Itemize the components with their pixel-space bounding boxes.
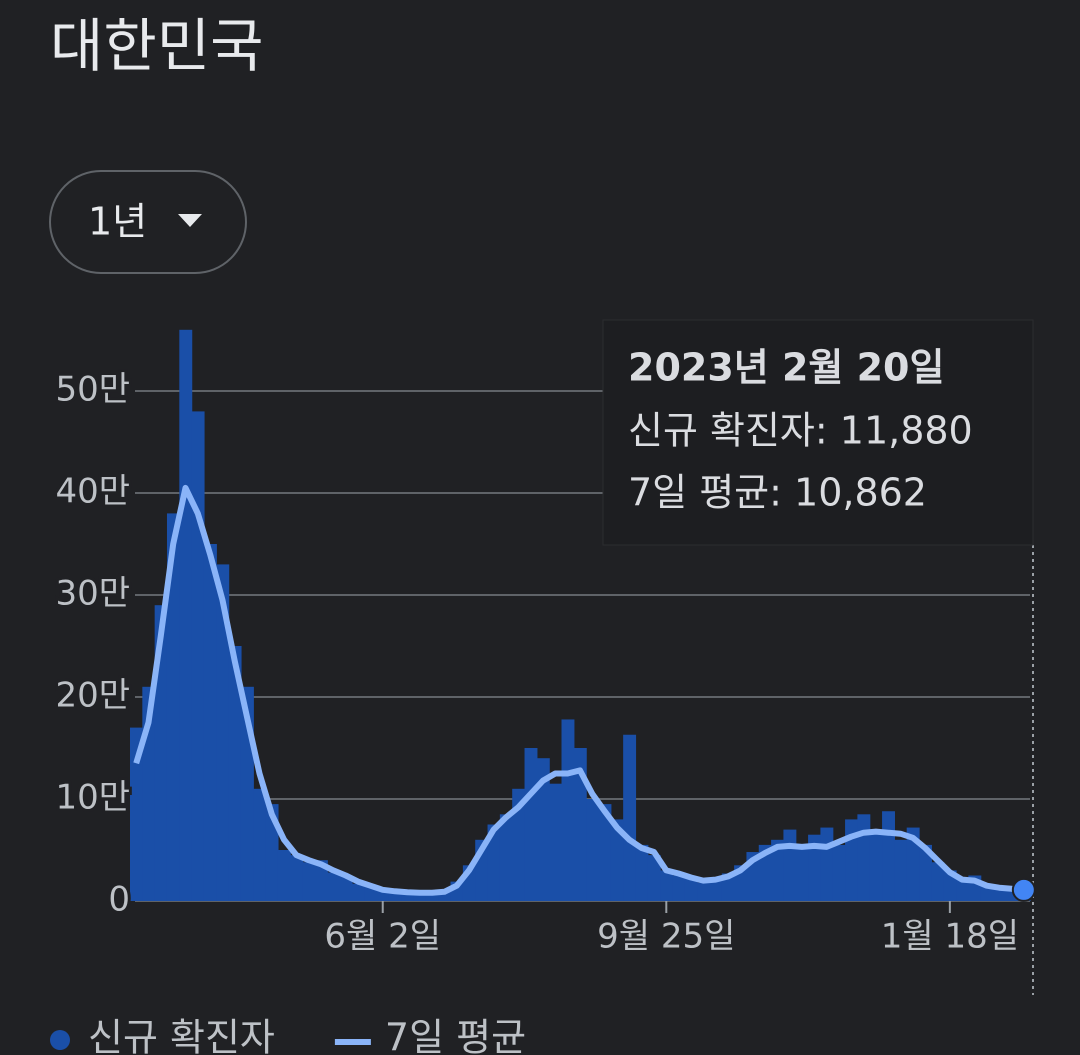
bar <box>647 855 661 901</box>
bar <box>166 513 180 901</box>
bar <box>549 783 563 901</box>
y-tick-label: 30만 <box>55 574 130 614</box>
bar <box>869 829 883 901</box>
bar <box>660 870 674 901</box>
legend-marker <box>50 1030 70 1050</box>
bar <box>339 876 353 901</box>
bar <box>993 888 1006 901</box>
bar <box>820 827 834 901</box>
bar <box>561 719 575 901</box>
bar <box>302 862 316 901</box>
bar <box>610 819 624 901</box>
bar <box>894 839 908 901</box>
bar <box>783 829 797 901</box>
y-tick-label: 20만 <box>55 676 130 716</box>
bar <box>771 839 785 901</box>
bar <box>697 882 711 901</box>
bar <box>487 824 501 901</box>
tooltip-line: 7일 평균: 10,862 <box>628 471 927 515</box>
y-tick-label: 50만 <box>55 370 130 410</box>
bar <box>956 878 969 901</box>
dropdown-arrow[interactable] <box>178 214 202 227</box>
bar <box>721 873 735 901</box>
bar <box>228 646 242 901</box>
bar <box>931 862 945 901</box>
bar <box>154 605 168 901</box>
x-tick-label: 6월 2일 <box>324 917 441 957</box>
range-dropdown[interactable] <box>49 170 247 274</box>
bar <box>857 814 871 901</box>
bar <box>845 819 858 901</box>
y-tick-label: 0 <box>108 880 130 920</box>
tooltip-line: 신규 확진자: 11,880 <box>628 409 973 453</box>
legend-label: 7일 평균 <box>385 1016 526 1055</box>
x-tick-label: 9월 25일 <box>597 917 735 957</box>
chart-title: 대한민국 <box>50 12 263 80</box>
bar <box>351 883 365 901</box>
bar <box>623 734 637 901</box>
bar <box>635 844 649 901</box>
x-tick-label: 1월 18일 <box>881 917 1019 957</box>
bar <box>943 870 957 901</box>
bar <box>277 850 291 901</box>
bar <box>832 844 846 901</box>
bar <box>808 834 822 901</box>
y-tick-label: 40만 <box>55 472 130 512</box>
bar <box>882 811 895 901</box>
bar <box>536 758 550 901</box>
average-line <box>133 484 1025 896</box>
bar <box>919 844 932 901</box>
tooltip-title: 2023년 2월 20일 <box>628 346 944 390</box>
bar <box>216 564 230 901</box>
legend-label: 신규 확진자 <box>88 1016 275 1055</box>
bar <box>401 891 415 901</box>
bar <box>672 875 686 901</box>
bar <box>906 827 920 901</box>
bar <box>573 748 587 901</box>
bar <box>524 748 538 901</box>
bar <box>203 544 217 901</box>
bar <box>425 893 439 901</box>
bar <box>795 844 809 901</box>
bar <box>499 814 513 901</box>
bar <box>253 788 267 901</box>
bar <box>709 877 723 901</box>
bar <box>586 799 600 901</box>
bar <box>512 788 526 901</box>
bar <box>413 892 427 901</box>
bar <box>314 860 328 901</box>
bar <box>388 890 402 901</box>
bar <box>290 855 304 901</box>
bar <box>179 329 193 901</box>
hover-point <box>1011 877 1036 902</box>
bar <box>598 804 612 901</box>
bar <box>438 891 452 901</box>
y-tick-label: 10만 <box>55 778 130 818</box>
bar <box>364 886 378 901</box>
bar <box>130 727 143 901</box>
tooltip <box>602 319 1034 546</box>
bar <box>191 411 205 901</box>
range-label[interactable]: 1년 <box>88 200 147 244</box>
bar <box>758 844 772 901</box>
bar <box>327 872 341 901</box>
bar <box>684 878 698 901</box>
